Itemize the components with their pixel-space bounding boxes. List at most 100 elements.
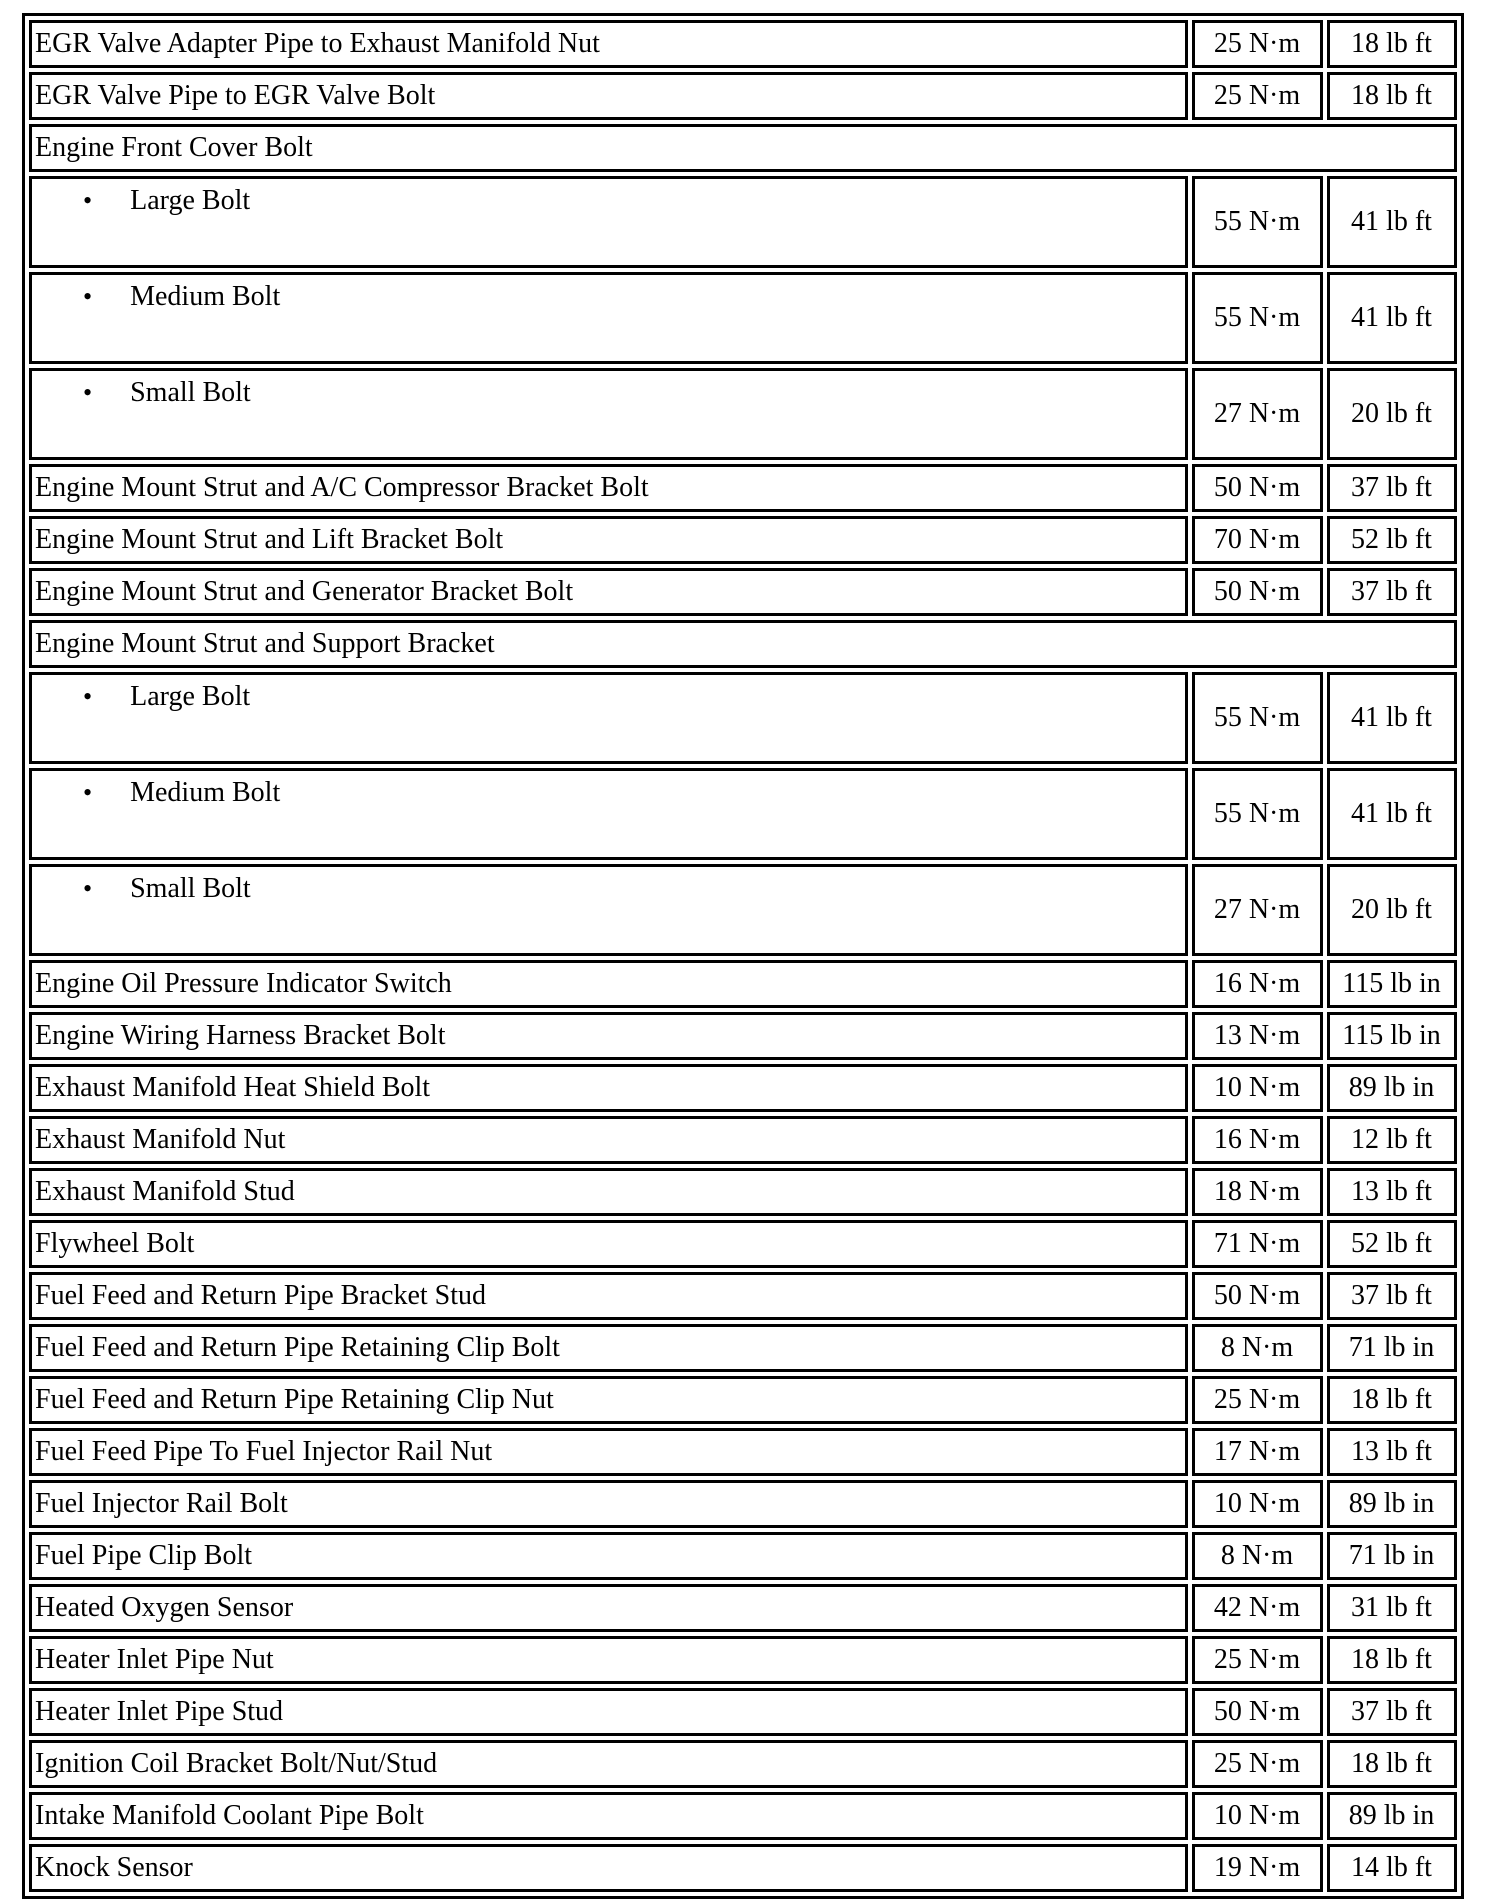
fastener-label: Large Bolt: [130, 681, 251, 712]
fastener-label: Fuel Pipe Clip Bolt: [29, 1532, 1188, 1580]
bullet-icon: •: [83, 874, 93, 903]
fastener-description-cell: • Medium Bolt: [29, 768, 1188, 860]
metric-torque-cell: 50 N·m: [1192, 464, 1323, 512]
metric-torque-cell: 25 N·m: [1192, 1636, 1323, 1684]
metric-torque-cell: 25 N·m: [1192, 1376, 1323, 1424]
fastener-label: Exhaust Manifold Heat Shield Bolt: [29, 1064, 1188, 1112]
imperial-torque-cell: 41 lb ft: [1327, 768, 1457, 860]
metric-torque-cell: 50 N·m: [1192, 1688, 1323, 1736]
table-row: Knock Sensor 19 N·m 14 lb ft: [29, 1844, 1457, 1892]
fastener-label: Exhaust Manifold Stud: [29, 1168, 1188, 1216]
metric-torque-cell: 50 N·m: [1192, 1272, 1323, 1320]
table-row: Fuel Feed and Return Pipe Bracket Stud 50…: [29, 1272, 1457, 1320]
imperial-torque-cell: 12 lb ft: [1327, 1116, 1457, 1164]
fastener-label: Fuel Injector Rail Bolt: [29, 1480, 1188, 1528]
table-row: • Medium Bolt 55 N·m 41 lb ft: [29, 768, 1457, 860]
table-row: Fuel Feed Pipe To Fuel Injector Rail Nut…: [29, 1428, 1457, 1476]
imperial-torque-cell: 89 lb in: [1327, 1792, 1457, 1840]
imperial-torque-cell: 115 lb in: [1327, 960, 1457, 1008]
fastener-torque-table: EGR Valve Adapter Pipe to Exhaust Manifo…: [22, 13, 1464, 1899]
table-row: Ignition Coil Bracket Bolt/Nut/Stud 25 N·…: [29, 1740, 1457, 1788]
fastener-label: Heater Inlet Pipe Nut: [29, 1636, 1188, 1684]
bullet-icon: •: [83, 186, 93, 215]
metric-torque-cell: 70 N·m: [1192, 516, 1323, 564]
fastener-label: Exhaust Manifold Nut: [29, 1116, 1188, 1164]
metric-torque-cell: 25 N·m: [1192, 1740, 1323, 1788]
bullet-icon: •: [83, 282, 93, 311]
table-row: Engine Mount Strut and Lift Bracket Bolt…: [29, 516, 1457, 564]
imperial-torque-cell: 37 lb ft: [1327, 568, 1457, 616]
table-row: Engine Mount Strut and Generator Bracket…: [29, 568, 1457, 616]
metric-torque-cell: 27 N·m: [1192, 864, 1323, 956]
imperial-torque-cell: 31 lb ft: [1327, 1584, 1457, 1632]
metric-torque-cell: 55 N·m: [1192, 768, 1323, 860]
fastener-label: Engine Mount Strut and A/C Compressor Br…: [29, 464, 1188, 512]
fastener-description-cell: • Large Bolt: [29, 176, 1188, 268]
metric-torque-cell: 10 N·m: [1192, 1480, 1323, 1528]
table-row: • Small Bolt 27 N·m 20 lb ft: [29, 368, 1457, 460]
table-row: • Large Bolt 55 N·m 41 lb ft: [29, 176, 1457, 268]
fastener-description-cell: • Small Bolt: [29, 368, 1188, 460]
fastener-label: EGR Valve Pipe to EGR Valve Bolt: [29, 72, 1188, 120]
imperial-torque-cell: 18 lb ft: [1327, 20, 1457, 68]
imperial-torque-cell: 37 lb ft: [1327, 1688, 1457, 1736]
bullet-list-item: • Large Bolt: [35, 680, 250, 714]
bullet-list-item: • Medium Bolt: [35, 280, 280, 314]
table-row: Exhaust Manifold Stud 18 N·m 13 lb ft: [29, 1168, 1457, 1216]
bullet-list-item: • Small Bolt: [35, 376, 251, 410]
metric-torque-cell: 55 N·m: [1192, 272, 1323, 364]
fastener-label: Fuel Feed Pipe To Fuel Injector Rail Nut: [29, 1428, 1188, 1476]
imperial-torque-cell: 18 lb ft: [1327, 1740, 1457, 1788]
table-row: Engine Oil Pressure Indicator Switch 16 N…: [29, 960, 1457, 1008]
imperial-torque-cell: 37 lb ft: [1327, 464, 1457, 512]
table-row: Heated Oxygen Sensor 42 N·m 31 lb ft: [29, 1584, 1457, 1632]
fastener-label: Large Bolt: [130, 185, 251, 216]
metric-torque-cell: 25 N·m: [1192, 72, 1323, 120]
table-row: Fuel Feed and Return Pipe Retaining Clip…: [29, 1324, 1457, 1372]
table-row: EGR Valve Adapter Pipe to Exhaust Manifo…: [29, 20, 1457, 68]
imperial-torque-cell: 18 lb ft: [1327, 72, 1457, 120]
metric-torque-cell: 25 N·m: [1192, 20, 1323, 68]
table-row: EGR Valve Pipe to EGR Valve Bolt 25 N·m 18…: [29, 72, 1457, 120]
imperial-torque-cell: 89 lb in: [1327, 1480, 1457, 1528]
table-row: Fuel Feed and Return Pipe Retaining Clip…: [29, 1376, 1457, 1424]
table-row: Heater Inlet Pipe Nut 25 N·m 18 lb ft: [29, 1636, 1457, 1684]
table-row: Fuel Pipe Clip Bolt 8 N·m 71 lb in: [29, 1532, 1457, 1580]
fastener-label: Medium Bolt: [130, 281, 281, 312]
metric-torque-cell: 55 N·m: [1192, 176, 1323, 268]
fastener-description-cell: • Large Bolt: [29, 672, 1188, 764]
metric-torque-cell: 16 N·m: [1192, 960, 1323, 1008]
imperial-torque-cell: 41 lb ft: [1327, 672, 1457, 764]
metric-torque-cell: 16 N·m: [1192, 1116, 1323, 1164]
table-row: Exhaust Manifold Heat Shield Bolt 10 N·m 8…: [29, 1064, 1457, 1112]
group-label: Engine Front Cover Bolt: [29, 124, 1457, 172]
fastener-label: Heated Oxygen Sensor: [29, 1584, 1188, 1632]
table-row: • Large Bolt 55 N·m 41 lb ft: [29, 672, 1457, 764]
table-row: Flywheel Bolt 71 N·m 52 lb ft: [29, 1220, 1457, 1268]
metric-torque-cell: 27 N·m: [1192, 368, 1323, 460]
metric-torque-cell: 55 N·m: [1192, 672, 1323, 764]
fastener-label: Fuel Feed and Return Pipe Retaining Clip…: [29, 1324, 1188, 1372]
bullet-list-item: • Small Bolt: [35, 872, 251, 906]
fastener-label: Engine Oil Pressure Indicator Switch: [29, 960, 1188, 1008]
table-row: • Medium Bolt 55 N·m 41 lb ft: [29, 272, 1457, 364]
imperial-torque-cell: 13 lb ft: [1327, 1428, 1457, 1476]
table-row: Exhaust Manifold Nut 16 N·m 12 lb ft: [29, 1116, 1457, 1164]
bullet-icon: •: [83, 682, 93, 711]
table-body: EGR Valve Adapter Pipe to Exhaust Manifo…: [29, 20, 1457, 1892]
fastener-label: Medium Bolt: [130, 777, 281, 808]
metric-torque-cell: 13 N·m: [1192, 1012, 1323, 1060]
imperial-torque-cell: 37 lb ft: [1327, 1272, 1457, 1320]
imperial-torque-cell: 18 lb ft: [1327, 1636, 1457, 1684]
metric-torque-cell: 10 N·m: [1192, 1064, 1323, 1112]
fastener-label: Fuel Feed and Return Pipe Bracket Stud: [29, 1272, 1188, 1320]
metric-torque-cell: 18 N·m: [1192, 1168, 1323, 1216]
metric-torque-cell: 50 N·m: [1192, 568, 1323, 616]
fastener-label: Small Bolt: [130, 377, 251, 408]
imperial-torque-cell: 13 lb ft: [1327, 1168, 1457, 1216]
metric-torque-cell: 8 N·m: [1192, 1324, 1323, 1372]
table-row: Fuel Injector Rail Bolt 10 N·m 89 lb in: [29, 1480, 1457, 1528]
bullet-icon: •: [83, 778, 93, 807]
metric-torque-cell: 71 N·m: [1192, 1220, 1323, 1268]
group-label: Engine Mount Strut and Support Bracket: [29, 620, 1457, 668]
